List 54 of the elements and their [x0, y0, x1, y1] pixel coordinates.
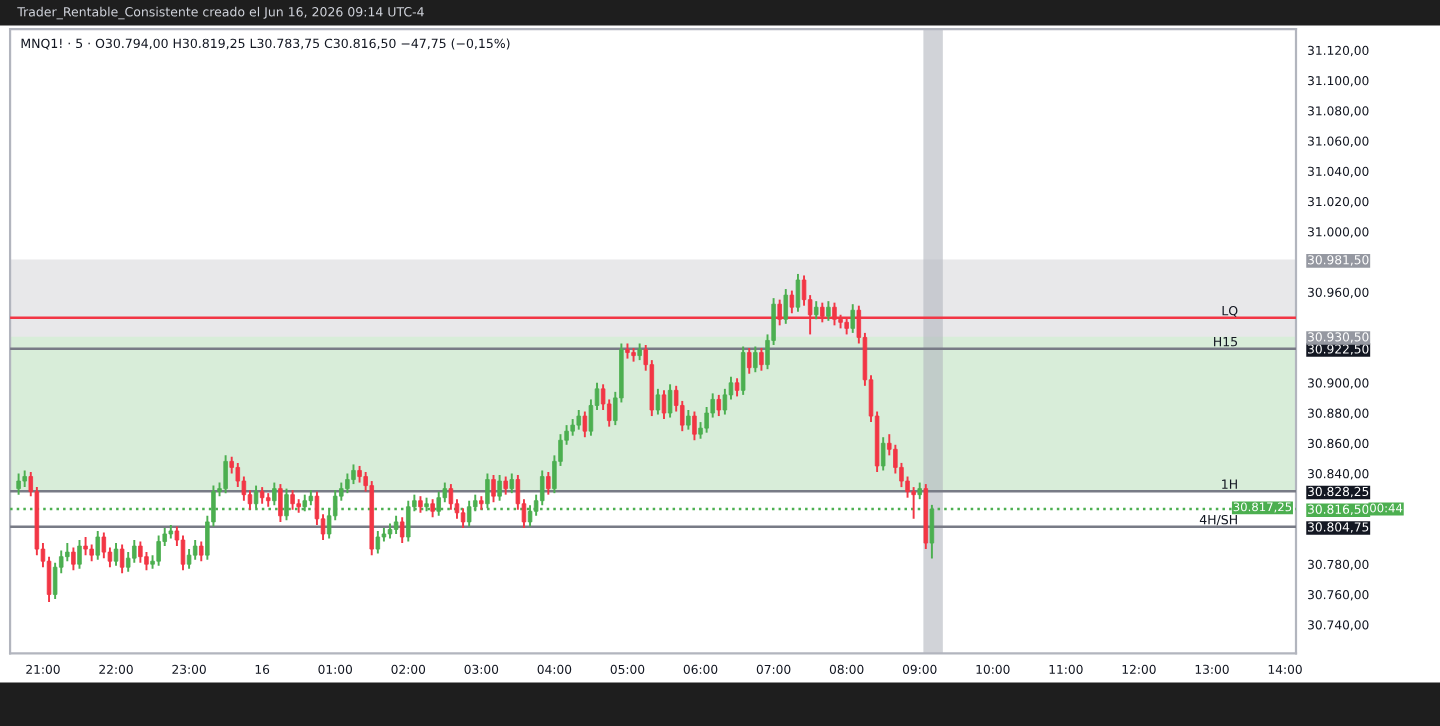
candlestick: [278, 483, 283, 523]
candlestick: [661, 389, 667, 421]
candlestick: [783, 288, 789, 325]
candlestick: [880, 436, 886, 472]
candlestick: [180, 534, 186, 572]
candlestick: [667, 383, 673, 419]
candlestick: [746, 347, 752, 375]
candlestick: [71, 546, 76, 572]
candlestick: [132, 539, 137, 564]
candlestick: [156, 534, 161, 567]
candlestick: [759, 347, 764, 372]
candlestick: [95, 529, 100, 561]
candlestick: [734, 377, 740, 398]
candlestick: [546, 471, 551, 496]
candlestick: [929, 503, 935, 560]
candlestick: [448, 483, 454, 511]
candlestick: [576, 409, 582, 431]
candlestick: [491, 474, 496, 504]
candlestick: [430, 498, 435, 519]
candlestick: [740, 345, 746, 396]
candlestick: [351, 463, 356, 486]
candlestick: [509, 472, 515, 495]
candlestick: [119, 543, 125, 575]
candlestick: [753, 345, 758, 374]
candlestick: [686, 409, 691, 431]
candlestick: [138, 540, 143, 564]
candlestick: [77, 539, 82, 570]
candlestick: [393, 514, 399, 535]
candlestick: [813, 300, 819, 321]
candlestick: [113, 542, 119, 567]
candlestick: [272, 481, 277, 507]
candlestick: [789, 289, 795, 315]
candlestick: [101, 531, 107, 560]
candlestick: [582, 410, 588, 439]
candlestick: [345, 472, 350, 495]
candlestick: [192, 539, 198, 561]
candlestick: [466, 499, 472, 528]
candlestick: [83, 536, 88, 557]
candlestick: [290, 489, 295, 511]
candlestick: [223, 454, 228, 495]
candlestick: [399, 516, 405, 545]
candlestick: [503, 475, 508, 496]
candlestick: [199, 540, 204, 563]
candlestick: [186, 548, 192, 570]
candlestick: [655, 387, 661, 416]
candlestick: [692, 410, 697, 442]
candlestick: [460, 507, 466, 529]
candlestick: [850, 303, 855, 334]
candlestick: [795, 272, 801, 313]
candlestick: [16, 472, 21, 496]
candlestick: [826, 300, 831, 322]
candlestick: [497, 474, 502, 502]
candlestick: [716, 393, 722, 418]
candlestick: [375, 529, 381, 555]
